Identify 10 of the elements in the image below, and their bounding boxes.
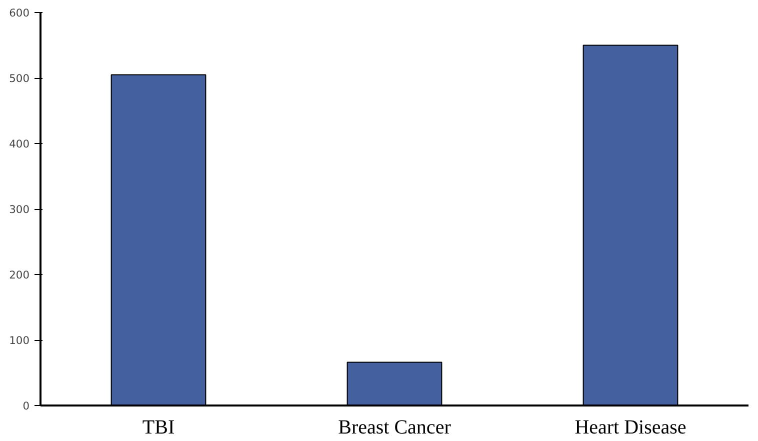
y-tick-label: 200 [9, 268, 30, 282]
y-tick-label: 400 [9, 138, 30, 150]
y-tick-label: 600 [9, 6, 30, 20]
x-tick-label: Breast Cancer [338, 416, 452, 438]
y-tick-label: 300 [9, 203, 30, 216]
x-tick-label: Heart Disease [574, 416, 686, 438]
y-tick-label: 500 [9, 72, 30, 85]
x-tick-label: TBI [142, 416, 175, 438]
y-tick-label: 100 [9, 334, 30, 347]
y-tick-label: 0 [22, 400, 30, 412]
